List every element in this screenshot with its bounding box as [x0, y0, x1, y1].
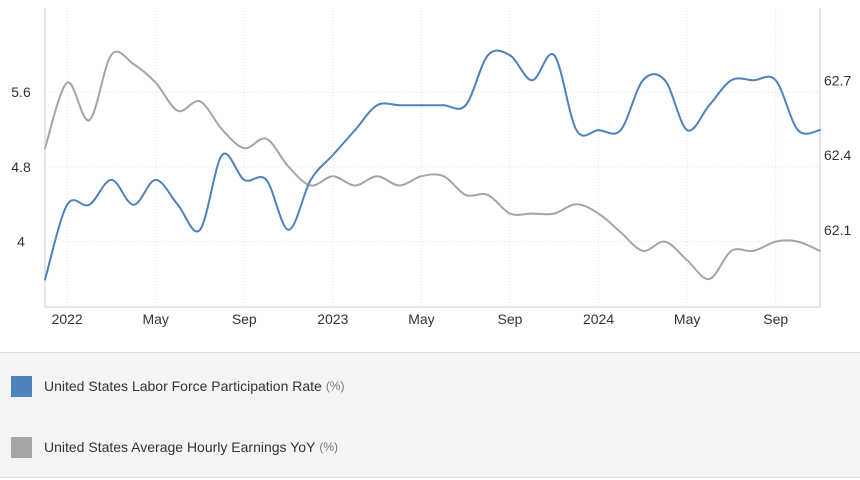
- x-tick-label: Sep: [498, 311, 523, 327]
- x-tick-label: 2022: [52, 311, 83, 327]
- x-tick-label: Sep: [232, 311, 257, 327]
- legend: United States Labor Force Participation …: [0, 352, 860, 478]
- legend-unit-participation: (%): [325, 379, 345, 393]
- x-tick-label: 2023: [317, 311, 348, 327]
- left-tick-label: 4: [17, 234, 25, 250]
- right-tick-label: 62.7: [824, 72, 851, 88]
- x-tick-label: 2024: [583, 311, 614, 327]
- chart-svg: 2022 May Sep 2023 May Sep 2024 May Sep 4 4.8 5.6 62.…: [11, 8, 851, 327]
- right-tick-label: 62.4: [824, 147, 851, 163]
- right-tick-label: 62.1: [824, 222, 851, 238]
- legend-label-participation: United States Labor Force Participation …: [44, 378, 322, 394]
- legend-unit-earnings: (%): [319, 440, 339, 454]
- legend-item-earnings[interactable]: United States Average Hourly Earnings Yo…: [11, 436, 338, 458]
- legend-item-participation[interactable]: United States Labor Force Participation …: [11, 375, 344, 397]
- legend-swatch-earnings: [11, 436, 32, 458]
- x-tick-label: Sep: [763, 311, 788, 327]
- series-line-participation-rate[interactable]: [44, 49, 821, 281]
- chart-area: 2022 May Sep 2023 May Sep 2024 May Sep 4 4.8 5.6 62.…: [11, 8, 851, 327]
- labels-layer: 2022 May Sep 2023 May Sep 2024 May Sep 4 4.8 5.6 62.…: [11, 72, 851, 327]
- series-layer: [44, 49, 821, 281]
- x-tick-label: May: [674, 311, 700, 327]
- axes-layer: [44, 8, 821, 308]
- x-tick-label: May: [408, 311, 434, 327]
- x-tick-label: May: [142, 311, 168, 327]
- left-tick-label: 4.8: [11, 159, 31, 175]
- left-tick-label: 5.6: [11, 84, 31, 100]
- legend-label-earnings: United States Average Hourly Earnings Yo…: [44, 439, 316, 455]
- legend-swatch-participation: [11, 375, 32, 397]
- grid-layer: [45, 8, 820, 307]
- series-line-hourly-earnings[interactable]: [44, 50, 821, 281]
